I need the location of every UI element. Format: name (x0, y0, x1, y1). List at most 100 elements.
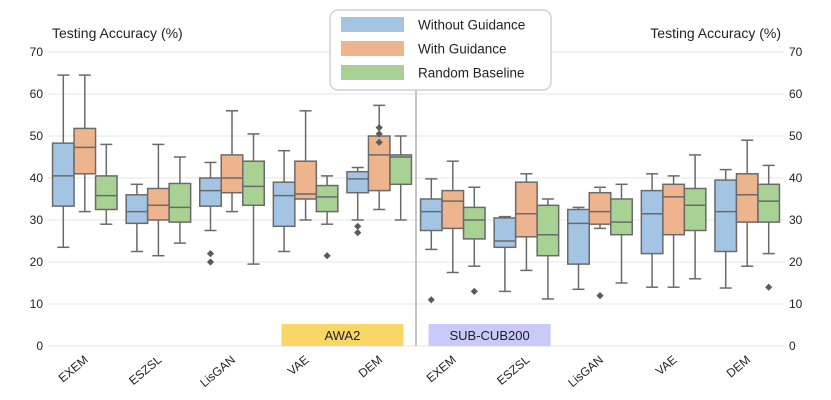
box-iqr (419, 198, 443, 232)
box-iqr (567, 208, 590, 265)
box-iqr (735, 173, 759, 223)
box-iqr (493, 217, 517, 249)
box-with-guidance-4 (367, 104, 391, 211)
dataset-label: SUB-CUB200 (449, 328, 529, 343)
flier-point (354, 229, 362, 237)
box-random-baseline-7 (610, 183, 633, 284)
box-iqr (220, 154, 244, 194)
x-category-label: VAE (653, 353, 680, 379)
flier-point (375, 138, 383, 146)
flier-point (765, 283, 773, 291)
legend-swatch (341, 17, 404, 32)
x-category-label: ESZSL (126, 352, 164, 387)
flier-point (375, 130, 383, 138)
x-category-label: ESZSL (494, 352, 532, 387)
box-iqr (294, 160, 318, 200)
legend-label: With Guidance (418, 42, 507, 57)
box-iqr (51, 142, 75, 207)
box-iqr (462, 206, 486, 240)
box-iqr (714, 179, 738, 253)
box-iqr (588, 191, 612, 225)
box-iqr (514, 181, 538, 238)
y-tick-label-right: 20 (789, 255, 803, 269)
flier-point (596, 292, 604, 300)
box-without-guidance-0 (51, 74, 75, 249)
y-tick-label-right: 60 (789, 87, 803, 101)
y-tick-label-right: 70 (789, 45, 803, 59)
box-iqr (199, 177, 222, 207)
box-iqr (94, 175, 118, 211)
box-random-baseline-5 (462, 186, 486, 295)
box-iqr (441, 189, 465, 230)
flier-point (323, 252, 331, 260)
box-iqr (146, 187, 170, 221)
box-without-guidance-8 (640, 173, 664, 288)
legend-swatch (341, 41, 404, 56)
box-with-guidance-6 (514, 173, 538, 272)
x-category-label: DEM (724, 353, 753, 381)
box-random-baseline-4 (389, 135, 413, 221)
box-random-baseline-2 (242, 133, 265, 265)
box-without-guidance-6 (493, 215, 517, 293)
x-category-label: DEM (356, 353, 385, 381)
x-category-label: LisGAN (197, 353, 238, 390)
y-tick-label-left: 30 (30, 213, 44, 227)
y-tick-label-left: 60 (30, 87, 44, 101)
legend: Without Guidance With Guidance Random Base… (329, 9, 552, 91)
y-tick-label-left: 50 (30, 129, 44, 143)
box-with-guidance-2 (220, 110, 244, 213)
box-iqr (73, 127, 97, 175)
box-iqr (389, 154, 413, 186)
flier-point (427, 296, 435, 304)
box-random-baseline-8 (683, 154, 707, 280)
box-with-guidance-9 (735, 139, 759, 267)
y-axis-title-right: Testing Accuracy (%) (650, 25, 781, 41)
dataset-label: AWA2 (324, 328, 360, 343)
box-iqr (242, 160, 265, 207)
box-without-guidance-2 (199, 161, 222, 266)
box-without-guidance-3 (272, 149, 296, 253)
dataset-band-sub-cub200 (428, 324, 551, 346)
box-iqr (346, 170, 370, 194)
box-random-baseline-1 (168, 156, 192, 244)
dataset-band-awa2 (281, 324, 404, 346)
box-with-guidance-5 (441, 160, 465, 274)
box-without-guidance-5 (419, 178, 443, 304)
box-iqr (168, 182, 192, 223)
y-tick-label-left: 0 (36, 339, 43, 353)
box-with-guidance-0 (73, 74, 97, 213)
box-random-baseline-0 (94, 143, 118, 225)
y-tick-label-right: 30 (789, 213, 803, 227)
box-without-guidance-9 (714, 168, 738, 289)
y-tick-label-left: 20 (30, 255, 44, 269)
box-with-guidance-1 (146, 143, 170, 257)
legend-label: Without Guidance (418, 18, 525, 33)
y-tick-label-left: 70 (30, 45, 44, 59)
box-with-guidance-3 (294, 110, 318, 221)
box-with-guidance-7 (588, 186, 612, 300)
flier-point (206, 258, 215, 266)
y-tick-label-right: 0 (789, 339, 796, 353)
y-axis-title-left: Testing Accuracy (%) (52, 25, 183, 41)
x-category-label: LisGAN (565, 353, 606, 390)
box-iqr (536, 204, 560, 257)
box-random-baseline-9 (757, 164, 781, 291)
y-tick-label-left: 40 (30, 171, 44, 185)
box-iqr (610, 198, 633, 236)
box-without-guidance-1 (125, 183, 149, 253)
box-random-baseline-6 (536, 198, 560, 300)
box-iqr (315, 184, 339, 213)
box-iqr (640, 189, 664, 255)
flier-point (206, 250, 215, 258)
box-without-guidance-7 (567, 206, 590, 291)
legend-swatch (341, 65, 404, 80)
flier-point (375, 124, 383, 132)
box-with-guidance-8 (662, 175, 686, 288)
box-iqr (757, 183, 781, 223)
box-iqr (683, 187, 707, 232)
box-iqr (662, 183, 686, 236)
box-iqr (125, 194, 149, 225)
x-category-label: EXEM (424, 353, 459, 386)
